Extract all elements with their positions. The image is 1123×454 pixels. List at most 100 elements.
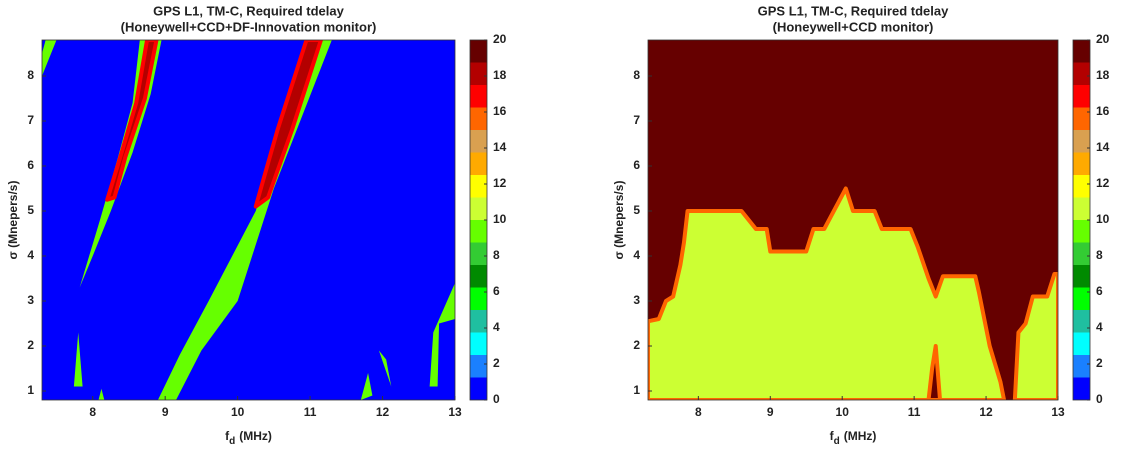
- colorbar-tick-label: 4: [1096, 320, 1103, 334]
- colorbar-tick-label: 8: [493, 248, 500, 262]
- x-label-main: f: [830, 429, 835, 443]
- x-label-main: f: [225, 429, 230, 443]
- colorbar-tick-label: 16: [493, 104, 507, 118]
- colorbar-band: [1073, 377, 1090, 400]
- colorbar-band: [470, 310, 487, 333]
- y-tick-label: 3: [633, 293, 640, 307]
- colorbar-band: [1073, 332, 1090, 355]
- x-axis-label: fd (MHz): [225, 429, 272, 446]
- x-tick-label: 11: [908, 405, 921, 419]
- contour-region: [73, 332, 83, 387]
- axes-frame: [41, 39, 456, 401]
- y-tick-label: 6: [633, 158, 640, 172]
- y-tick-label: 3: [27, 293, 34, 307]
- colorbar-tick-label: 10: [493, 212, 507, 226]
- y-tick-label: 8: [27, 68, 34, 82]
- colorbar-band: [1073, 265, 1090, 288]
- colorbar-tick-label: 12: [1096, 176, 1110, 190]
- colorbar-band: [470, 152, 487, 175]
- colorbar-tick-label: 14: [1096, 140, 1110, 154]
- colorbar-band: [1073, 40, 1090, 63]
- x-tick-label: 10: [836, 405, 850, 419]
- chart-title: GPS L1, TM-C, Required tdelay: [153, 3, 344, 18]
- contour-region: [429, 283, 455, 387]
- contour-region: [378, 350, 392, 387]
- colorbar-tick-label: 18: [493, 68, 507, 82]
- chart-subtitle: (Honeywell+CCD+DF-Innovation monitor): [121, 19, 377, 34]
- colorbar-band: [1073, 107, 1090, 130]
- chart-title: GPS L1, TM-C, Required tdelay: [758, 3, 949, 18]
- x-tick-label: 8: [695, 405, 702, 419]
- panel: GPS L1, TM-C, Required tdelay(Honeywell+…: [6, 3, 507, 446]
- colorbar-band: [1073, 310, 1090, 333]
- y-tick-label: 8: [633, 68, 640, 82]
- colorbar-tick-label: 2: [1096, 356, 1103, 370]
- colorbar-band: [1073, 287, 1090, 310]
- colorbar-tick-label: 10: [1096, 212, 1110, 226]
- colorbar-band: [470, 130, 487, 153]
- colorbar-band: [470, 62, 487, 85]
- colorbar-band: [470, 85, 487, 108]
- x-tick-label: 12: [376, 405, 390, 419]
- x-label-sub: d: [834, 436, 840, 447]
- colorbar-band: [470, 355, 487, 378]
- x-tick-label: 12: [979, 405, 993, 419]
- colorbar-band: [470, 197, 487, 220]
- colorbar-band: [1073, 152, 1090, 175]
- colorbar-band: [1073, 62, 1090, 85]
- colorbar-tick-label: 4: [493, 320, 500, 334]
- contour-region: [360, 373, 373, 400]
- axes-frame: [647, 39, 1059, 401]
- colorbar-band: [470, 332, 487, 355]
- contour-region: [253, 40, 323, 209]
- colorbar-band: [470, 107, 487, 130]
- contour-region: [98, 388, 105, 400]
- colorbar-band: [1073, 242, 1090, 265]
- plot-area: [648, 40, 1058, 400]
- colorbar-band: [1073, 355, 1090, 378]
- y-tick-label: 5: [633, 203, 640, 217]
- colorbar-tick-label: 0: [493, 392, 500, 406]
- x-tick-label: 10: [231, 405, 245, 419]
- x-tick-label: 8: [89, 405, 96, 419]
- x-tick-label: 11: [304, 405, 317, 419]
- chart-subtitle: (Honeywell+CCD monitor): [773, 19, 934, 34]
- x-tick-label: 13: [1051, 405, 1065, 419]
- colorbar-tick-label: 6: [493, 284, 500, 298]
- y-tick-label: 5: [27, 203, 34, 217]
- x-tick-label: 13: [448, 405, 462, 419]
- y-tick-label: 7: [633, 113, 640, 127]
- colorbar-tick-label: 8: [1096, 248, 1103, 262]
- panel: GPS L1, TM-C, Required tdelay(Honeywell+…: [612, 3, 1110, 446]
- y-tick-label: 4: [27, 248, 34, 262]
- colorbar-band: [1073, 220, 1090, 243]
- y-tick-label: 2: [633, 338, 640, 352]
- colorbar-tick-label: 16: [1096, 104, 1110, 118]
- colorbar-tick-label: 20: [1096, 32, 1110, 46]
- colorbar-band: [470, 242, 487, 265]
- colorbar-band: [470, 287, 487, 310]
- x-axis-label: fd (MHz): [830, 429, 877, 446]
- colorbar-band: [470, 377, 487, 400]
- y-tick-label: 2: [27, 338, 34, 352]
- y-tick-label: 6: [27, 158, 34, 172]
- background-region: [42, 40, 455, 400]
- colorbar-tick-label: 2: [493, 356, 500, 370]
- y-axis-label: σ (Mnepers/s): [612, 181, 626, 260]
- y-tick-label: 1: [633, 383, 640, 397]
- y-axis-label: σ (Mnepers/s): [6, 181, 20, 260]
- y-tick-label: 1: [27, 383, 34, 397]
- x-label-sub: d: [229, 436, 235, 447]
- colorbar-tick-label: 14: [493, 140, 507, 154]
- colorbar-tick-label: 18: [1096, 68, 1110, 82]
- colorbar-tick-label: 6: [1096, 284, 1103, 298]
- colorbar-band: [1073, 197, 1090, 220]
- x-tick-label: 9: [162, 405, 169, 419]
- colorbar-tick-label: 12: [493, 176, 507, 190]
- colorbar-band: [470, 220, 487, 243]
- contour-region: [1012, 272, 1058, 400]
- y-tick-label: 7: [27, 113, 34, 127]
- colorbar-band: [470, 265, 487, 288]
